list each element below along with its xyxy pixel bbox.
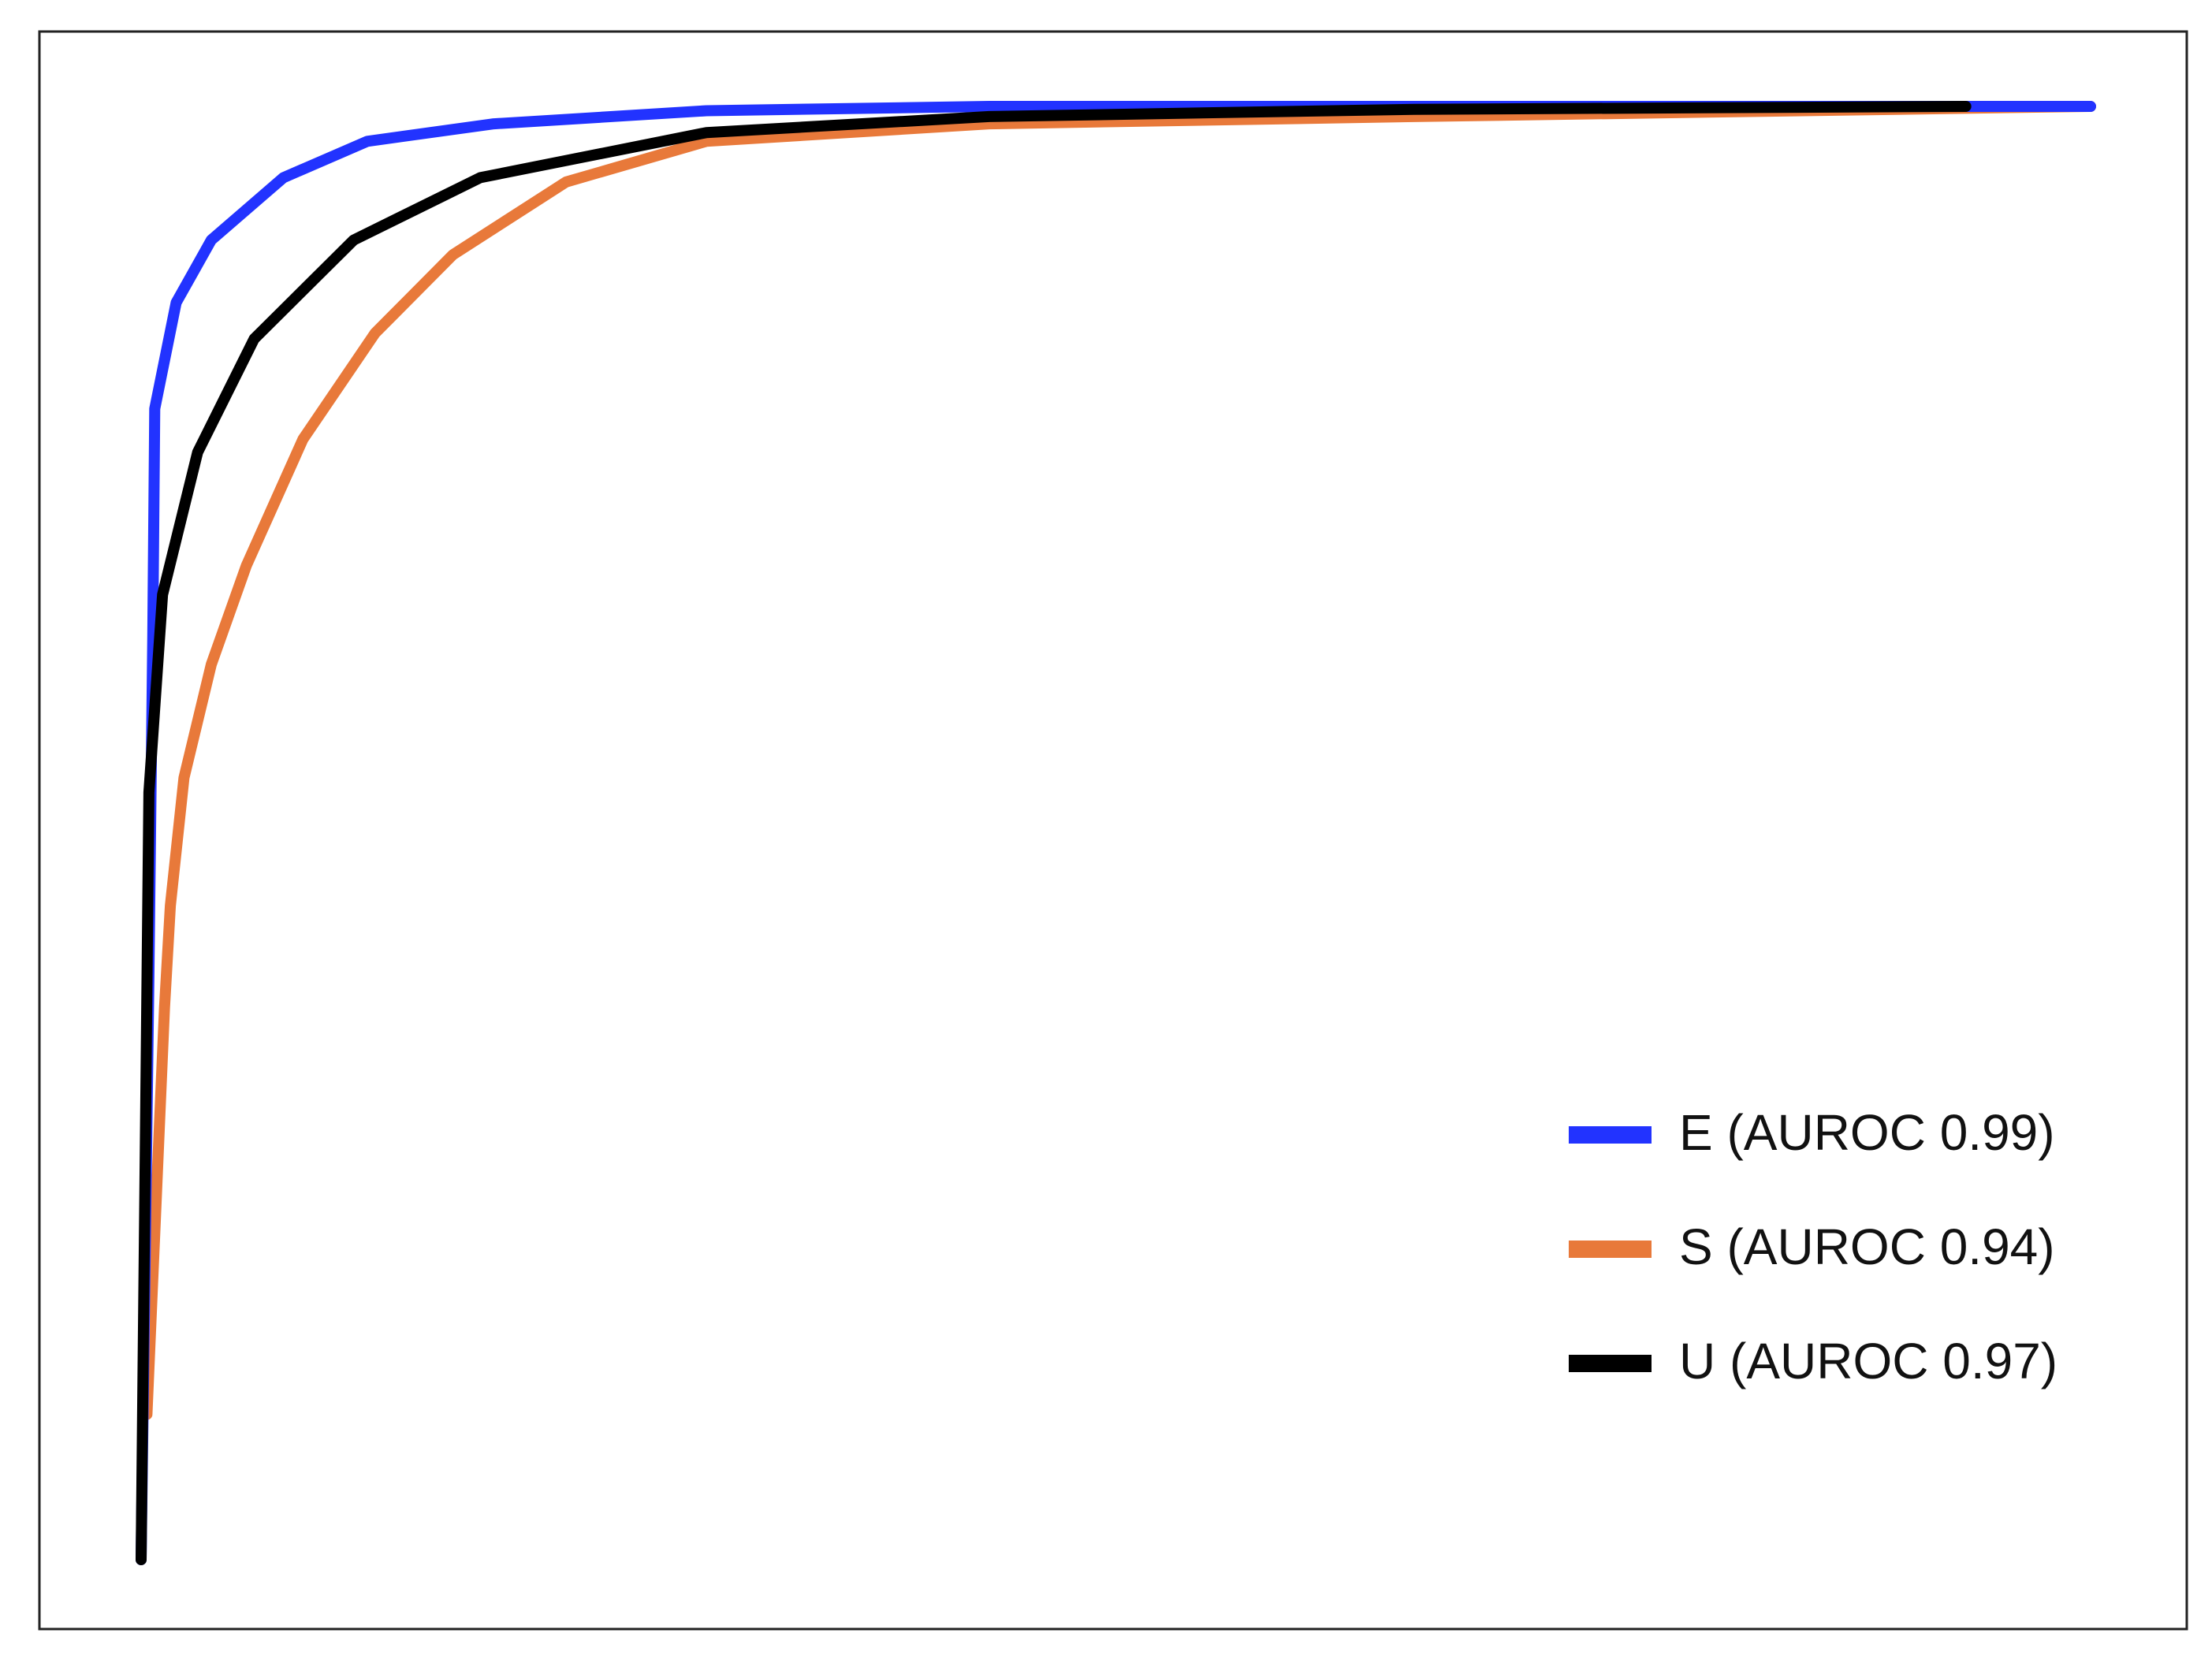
plot-frame xyxy=(38,30,2188,1631)
legend-label: U (AUROC 0.97) xyxy=(1679,1333,2057,1389)
roc-line xyxy=(141,101,2096,1420)
roc-line xyxy=(136,101,1972,1565)
legend-label: S (AUROC 0.94) xyxy=(1679,1218,2055,1275)
legend-label: E (AUROC 0.99) xyxy=(1679,1104,2055,1161)
